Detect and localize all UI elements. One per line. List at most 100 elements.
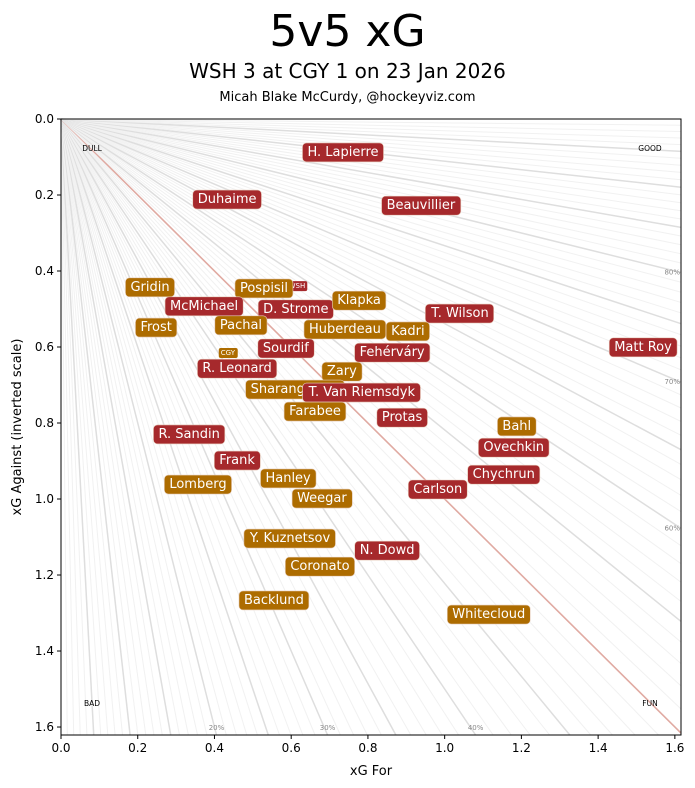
share-line [60, 118, 682, 133]
player-label-box [354, 342, 431, 363]
share-line [60, 118, 102, 736]
share-label: 40% [468, 724, 484, 732]
share-line [60, 118, 412, 736]
player-name: Frank [219, 453, 255, 468]
share-label: 80% [664, 269, 680, 277]
player-label-box [497, 416, 537, 437]
chart-title: 5v5 xG [269, 6, 426, 57]
player-label-box [376, 407, 428, 428]
share-line [60, 118, 139, 736]
player-label: Backlund [238, 590, 310, 611]
share-line [60, 118, 682, 264]
player-name: Backlund [244, 593, 304, 608]
player-label: R. Sandin [153, 424, 226, 445]
share-line [60, 118, 443, 736]
player-name: Farabee [289, 404, 341, 419]
x-tick-label: 1.4 [589, 741, 608, 755]
player-name: Chychrun [473, 467, 535, 482]
player-label: Sourdif [257, 338, 315, 359]
player-label: Weegar [291, 488, 353, 509]
player-label-box [446, 604, 531, 625]
team-label-text: CGY [221, 349, 236, 357]
player-label-box [381, 195, 462, 216]
player-label: Frost [135, 317, 178, 338]
player-label: Huberdeau [303, 319, 387, 340]
player-label: Coronato [285, 556, 355, 577]
player-label-box [302, 142, 384, 163]
share-line [60, 118, 397, 736]
player-name: T. Van Riemsdyk [308, 385, 416, 400]
share-line [60, 118, 147, 736]
player-label: Ovechkin [478, 437, 550, 458]
player-label-box [478, 437, 550, 458]
player-label: Fehérváry [354, 342, 431, 363]
share-line [60, 118, 494, 736]
x-tick-label: 0.2 [128, 741, 147, 755]
player-name: R. Sandin [158, 427, 219, 442]
player-label-box [153, 424, 226, 445]
even-share-line [60, 118, 682, 734]
player-label: Protas [376, 407, 428, 428]
player-label: Whitecloud [446, 604, 531, 625]
player-label: Pospisil [234, 278, 294, 299]
player-name: Lomberg [169, 477, 226, 492]
player-label-box [164, 296, 244, 317]
share-line [60, 118, 172, 736]
player-name: Huberdeau [309, 322, 381, 337]
player-name: Fehérváry [360, 345, 425, 360]
player-label: Farabee [283, 401, 347, 422]
player-label: R. Leonard [197, 358, 278, 379]
share-line [60, 118, 682, 359]
x-tick-label: 1.6 [665, 741, 684, 755]
player-name: Coronato [290, 559, 349, 574]
player-name: Sourdif [263, 341, 309, 356]
share-line [60, 118, 88, 736]
share-line [60, 118, 682, 283]
share-line [60, 118, 682, 687]
share-line [60, 118, 109, 736]
player-label: T. Wilson [424, 303, 495, 324]
share-line [60, 118, 682, 513]
player-label-box [385, 321, 430, 342]
share-line [60, 118, 199, 736]
player-label: Hanley [260, 468, 317, 489]
share-line [60, 118, 218, 736]
plot-frame [60, 118, 682, 736]
player-label-box [407, 479, 468, 500]
player-label: Pachal [214, 315, 268, 336]
y-tick-label: 0.6 [35, 340, 54, 354]
share-line [60, 118, 682, 126]
player-label-box [260, 468, 317, 489]
player-label-box [291, 488, 353, 509]
player-label-box [197, 358, 278, 379]
player-label-box [135, 317, 178, 338]
player-label-box [302, 382, 421, 403]
share-line [60, 118, 460, 736]
y-tick-label: 0.8 [35, 416, 54, 430]
player-label-box [164, 474, 232, 495]
share-line [60, 118, 682, 293]
share-line [60, 118, 682, 325]
share-line [60, 118, 427, 736]
player-name: N. Dowd [360, 543, 415, 558]
player-name: T. Wilson [430, 306, 488, 321]
share-line [60, 118, 682, 274]
player-label-box [257, 299, 334, 320]
player-label: Gridin [125, 277, 175, 298]
chart-credit: Micah Blake McCurdy, @hockeyviz.com [219, 90, 476, 105]
share-label: 70% [664, 378, 680, 386]
player-label-box [424, 303, 495, 324]
player-label-box [285, 556, 355, 577]
share-line [60, 118, 682, 436]
y-tick-label: 1.4 [35, 644, 54, 658]
share-line [60, 118, 237, 736]
player-label: D. Strome [257, 299, 334, 320]
player-name: Whitecloud [452, 607, 525, 622]
share-line [60, 118, 682, 220]
team-label-box [218, 347, 238, 358]
player-label: Lomberg [164, 474, 232, 495]
share-line [60, 118, 68, 736]
share-line [60, 118, 512, 736]
player-name: Hanley [265, 471, 311, 486]
player-name: D. Strome [263, 302, 328, 317]
